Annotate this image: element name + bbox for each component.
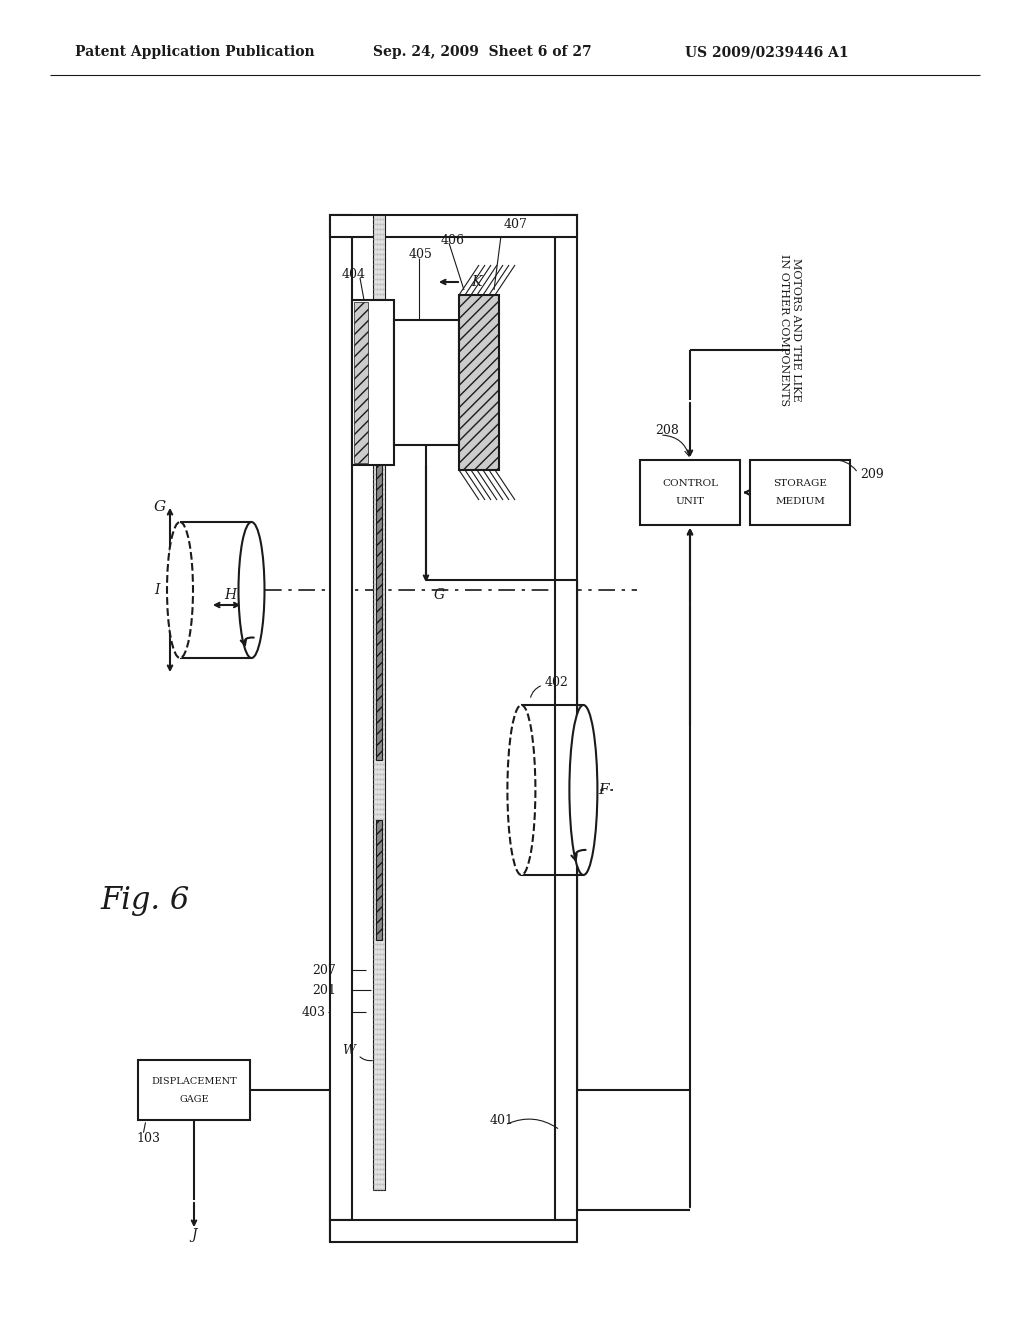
Text: 403: 403 [302,1006,326,1019]
Bar [138,1060,250,1119]
Ellipse shape [167,521,193,657]
Text: MEDIUM: MEDIUM [775,498,825,506]
Text: 402: 402 [545,676,569,689]
Text: MOTORS AND THE LIKE
IN OTHER COMPONENTS: MOTORS AND THE LIKE IN OTHER COMPONENTS [779,253,801,407]
Text: F: F [598,783,609,797]
Text: J: J [191,1228,197,1242]
Text: DISPLACEMENT: DISPLACEMENT [152,1077,237,1085]
Text: 208: 208 [655,424,679,437]
Text: H: H [224,587,237,602]
Ellipse shape [569,705,597,875]
Bar [352,300,394,465]
Bar [376,380,382,760]
Text: STORAGE: STORAGE [773,479,827,488]
Bar [354,302,368,463]
Text: 209: 209 [860,469,884,482]
Text: 407: 407 [504,219,528,231]
Text: G: G [434,587,445,602]
Text: CONTROL: CONTROL [662,479,718,488]
Ellipse shape [239,521,264,657]
Bar [459,294,499,470]
Text: 405: 405 [409,248,433,261]
Text: G: G [154,500,166,513]
Text: 404: 404 [342,268,366,281]
Bar [330,215,577,238]
Bar [640,459,740,525]
Ellipse shape [508,705,536,875]
Text: UNIT: UNIT [676,498,705,506]
Bar [330,215,352,1220]
Bar [330,1220,577,1242]
Text: 401: 401 [490,1114,514,1126]
Text: 406: 406 [441,234,465,247]
Text: Patent Application Publication: Patent Application Publication [75,45,314,59]
Text: US 2009/0239446 A1: US 2009/0239446 A1 [685,45,849,59]
Bar [555,215,577,1220]
Text: Sep. 24, 2009  Sheet 6 of 27: Sep. 24, 2009 Sheet 6 of 27 [373,45,592,59]
Bar [373,215,385,1191]
Bar [394,319,459,445]
Text: I: I [155,583,160,597]
Text: GAGE: GAGE [179,1094,209,1104]
Text: W: W [342,1044,355,1056]
Text: Fig. 6: Fig. 6 [100,884,189,916]
Text: 201: 201 [312,983,336,997]
Bar [376,820,382,940]
Text: K: K [471,275,481,289]
Text: 103: 103 [136,1131,160,1144]
Text: 207: 207 [312,964,336,977]
Bar [750,459,850,525]
